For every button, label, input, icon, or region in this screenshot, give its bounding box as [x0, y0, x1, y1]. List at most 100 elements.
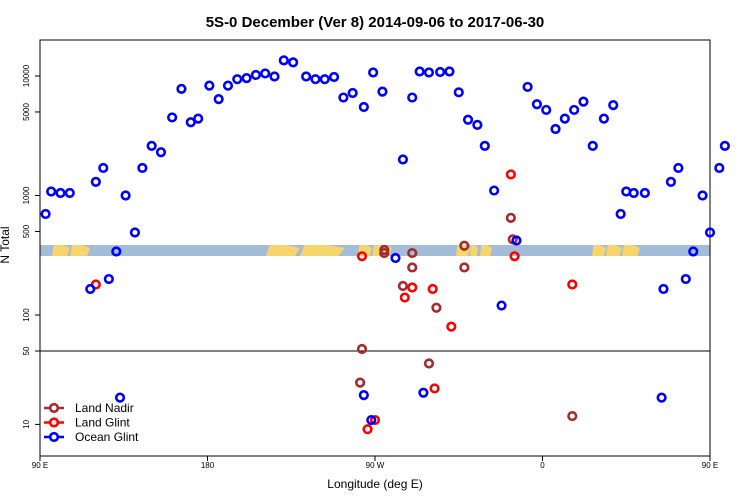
- point-ocean-glint: [347, 87, 358, 99]
- point-ocean-glint: [688, 246, 699, 257]
- point-land-glint: [446, 321, 457, 332]
- point-ocean-glint: [656, 392, 667, 403]
- point-ocean-glint: [608, 100, 619, 111]
- point-land-nadir: [407, 262, 418, 273]
- map-band-land: [52, 245, 70, 256]
- point-ocean-glint: [423, 67, 435, 78]
- point-ocean-glint: [407, 92, 418, 103]
- map-band-land: [70, 245, 90, 256]
- point-ocean-glint: [665, 176, 677, 187]
- point-ocean-glint: [397, 154, 409, 165]
- x-tick-label: 90 E: [32, 461, 48, 470]
- x-axis-label: Longitude (deg E): [327, 477, 422, 491]
- point-ocean-glint: [569, 104, 580, 116]
- point-ocean-glint: [64, 187, 75, 199]
- point-land-nadir: [379, 247, 390, 259]
- y-tick-label: 5000: [22, 103, 31, 121]
- point-ocean-glint: [578, 96, 589, 107]
- y-tick-label: 500: [22, 224, 31, 238]
- point-ocean-glint: [559, 113, 570, 124]
- legend-marker-land-glint: [48, 417, 60, 428]
- point-ocean-glint: [167, 112, 178, 123]
- point-ocean-glint: [587, 140, 598, 152]
- point-ocean-glint: [46, 186, 57, 197]
- point-ocean-glint: [120, 190, 131, 201]
- point-ocean-glint: [639, 187, 650, 199]
- legend-marker-ocean-glint: [48, 431, 60, 443]
- point-land-nadir: [431, 302, 442, 313]
- point-ocean-glint: [111, 246, 122, 257]
- point-land-nadir: [407, 247, 418, 259]
- point-ocean-glint: [301, 71, 312, 82]
- point-ocean-glint: [260, 68, 271, 79]
- data-points: [40, 55, 730, 435]
- point-ocean-glint: [522, 81, 533, 93]
- point-ocean-glint: [550, 123, 561, 135]
- map-band-land: [266, 245, 300, 256]
- point-land-nadir: [459, 262, 470, 273]
- y-axis-label: N Total: [0, 226, 12, 263]
- point-ocean-glint: [453, 87, 464, 98]
- point-ocean-glint: [176, 83, 187, 94]
- map-band-land: [480, 245, 492, 256]
- point-land-glint: [399, 292, 410, 303]
- point-ocean-glint: [358, 101, 369, 113]
- point-ocean-glint: [472, 119, 483, 130]
- point-ocean-glint: [129, 227, 141, 238]
- legend-label-land-glint: Land Glint: [75, 416, 130, 430]
- point-ocean-glint: [250, 69, 261, 81]
- point-ocean-glint: [628, 187, 639, 199]
- point-land-glint: [427, 283, 438, 295]
- point-land-nadir: [356, 343, 368, 355]
- point-ocean-glint: [114, 392, 126, 403]
- y-tick-label: 50: [22, 346, 31, 355]
- x-tick-label: 180: [201, 461, 215, 470]
- legend-label-land-nadir: Land Nadir: [75, 401, 134, 415]
- point-land-glint: [429, 383, 440, 394]
- point-ocean-glint: [90, 176, 101, 187]
- point-ocean-glint: [598, 113, 610, 124]
- x-tick-label: 90 W: [366, 461, 385, 470]
- point-ocean-glint: [40, 208, 51, 220]
- point-ocean-glint: [310, 74, 321, 85]
- map-band-land: [606, 245, 622, 256]
- point-ocean-glint: [241, 72, 252, 84]
- point-ocean-glint: [328, 71, 340, 83]
- point-land-nadir: [355, 377, 366, 388]
- point-land-glint: [505, 169, 516, 180]
- point-ocean-glint: [496, 300, 507, 311]
- point-land-glint: [509, 251, 520, 262]
- point-ocean-glint: [435, 66, 446, 78]
- legend-marker-land-nadir: [48, 402, 60, 414]
- point-ocean-glint: [85, 283, 96, 295]
- point-ocean-glint: [479, 140, 490, 152]
- chart-title: 5S-0 December (Ver 8) 2014-09-06 to 2017…: [206, 14, 545, 31]
- y-tick-label: 10: [22, 419, 31, 428]
- axis-ticks: 90 E 180 90 W 0 90 E 100 500 1000 5000 10000 10 50: [22, 64, 718, 470]
- point-land-glint: [567, 279, 578, 290]
- point-land-glint: [407, 282, 418, 293]
- point-ocean-glint: [697, 190, 708, 201]
- point-ocean-glint: [319, 74, 330, 85]
- map-band: [40, 245, 710, 256]
- point-ocean-glint: [98, 162, 109, 174]
- point-ocean-glint: [155, 147, 167, 158]
- point-ocean-glint: [414, 66, 425, 77]
- point-ocean-glint: [232, 74, 243, 85]
- legend-label-ocean-glint: Ocean Glint: [75, 430, 139, 444]
- point-ocean-glint: [444, 66, 455, 77]
- point-ocean-glint: [193, 113, 204, 124]
- point-ocean-glint: [185, 117, 196, 128]
- point-ocean-glint: [213, 94, 224, 105]
- point-ocean-glint: [222, 80, 234, 91]
- map-band-land: [300, 245, 345, 256]
- point-ocean-glint: [462, 114, 474, 125]
- point-land-nadir: [397, 280, 409, 292]
- point-ocean-glint: [338, 92, 349, 103]
- point-ocean-glint: [103, 273, 114, 285]
- point-ocean-glint: [368, 67, 379, 78]
- point-ocean-glint: [615, 208, 626, 220]
- point-ocean-glint: [511, 235, 522, 246]
